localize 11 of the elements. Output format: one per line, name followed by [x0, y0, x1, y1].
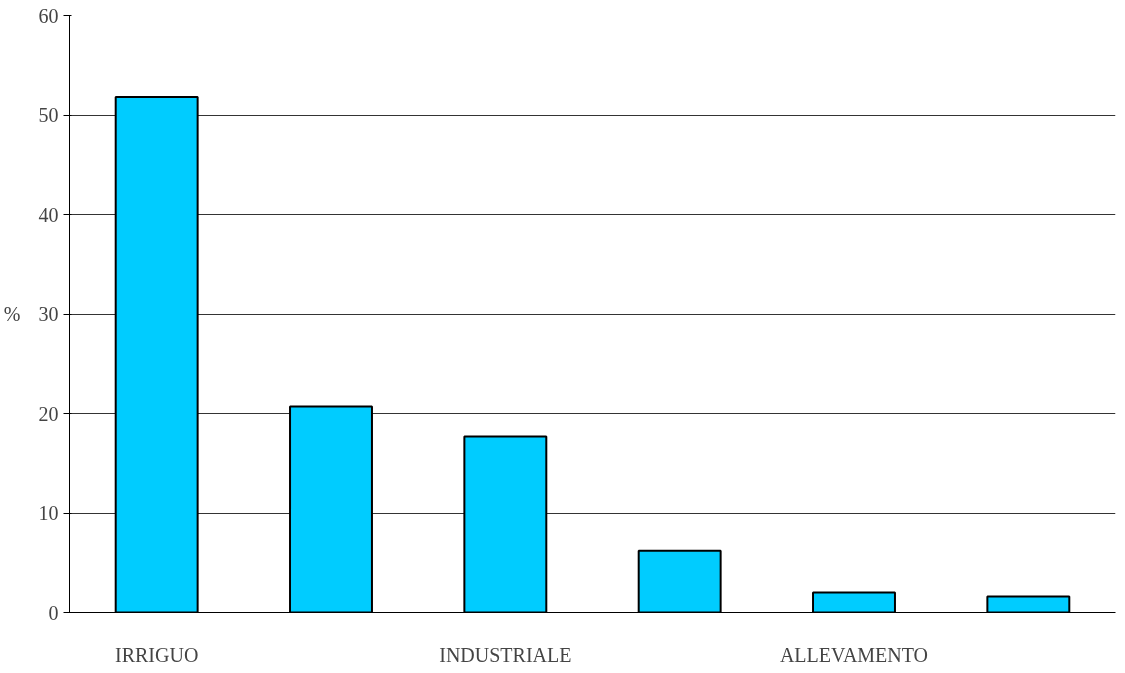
y-tick-label: 40	[38, 203, 59, 226]
x-tick-label: ALLEVAMENTO	[779, 643, 929, 666]
y-tick-label: 10	[38, 502, 59, 524]
x-tick-label: IRRIGUO	[115, 643, 199, 666]
y-tick-label: 30	[38, 303, 59, 325]
y-tick-label: 0	[48, 601, 59, 624]
y-tick-label: 20	[38, 402, 59, 425]
y-tick-label: 50	[38, 104, 59, 126]
x-tick-label: INDUSTRIALE	[439, 643, 572, 666]
y-axis-title: %	[3, 303, 21, 325]
y-tick-label: 60	[38, 4, 59, 27]
